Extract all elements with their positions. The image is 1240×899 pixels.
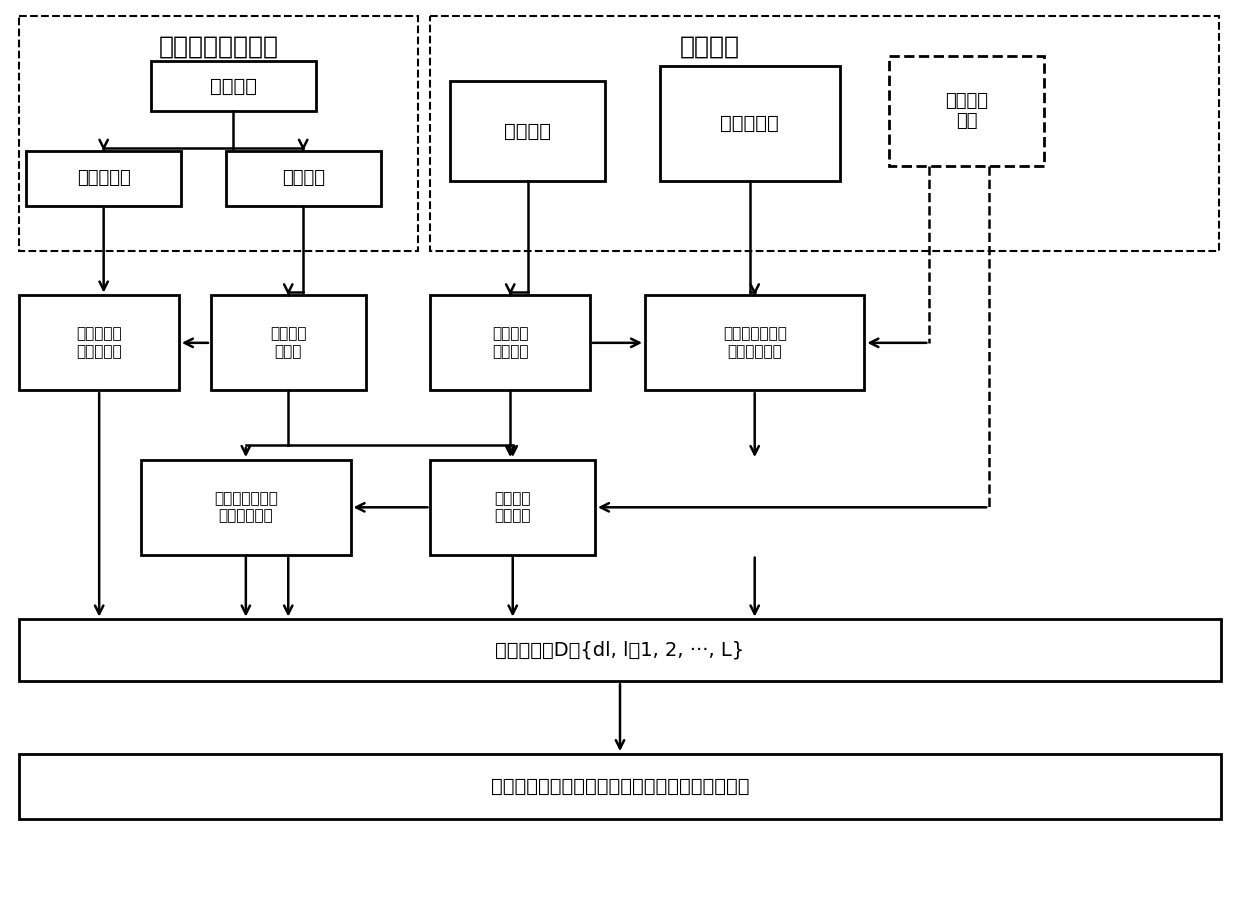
- Text: 极限应力: 极限应力: [505, 121, 552, 140]
- Text: 试验时间: 试验时间: [281, 169, 325, 187]
- Bar: [20, 16, 418, 251]
- Text: 最高试验
应力水平: 最高试验 应力水平: [492, 326, 528, 359]
- Text: 试验费用: 试验费用: [210, 76, 257, 95]
- Bar: [430, 16, 1219, 251]
- Bar: [645, 296, 864, 390]
- Bar: [430, 296, 590, 390]
- Text: 加速变化
模型: 加速变化 模型: [945, 92, 988, 130]
- Text: 先验信息: 先验信息: [680, 34, 740, 58]
- Text: 试样样本量: 试样样本量: [77, 169, 130, 187]
- Text: 试验设计约束条件: 试验设计约束条件: [159, 34, 279, 58]
- Text: 各个应力水平下
最长试验时间: 各个应力水平下 最长试验时间: [723, 326, 786, 359]
- Text: 确定试验
应力水平: 确定试验 应力水平: [495, 491, 531, 523]
- Text: 备选方案集D＝{dl, l＝1, 2, ···, L}: 备选方案集D＝{dl, l＝1, 2, ···, L}: [495, 641, 745, 660]
- Bar: [151, 61, 316, 111]
- Text: 稳定性阈值: 稳定性阈值: [720, 114, 779, 133]
- Bar: [211, 296, 366, 390]
- Bar: [26, 151, 181, 206]
- Bar: [226, 151, 381, 206]
- Bar: [141, 460, 351, 555]
- Bar: [20, 296, 179, 390]
- Text: 各个应力水
平下样本量: 各个应力水 平下样本量: [77, 326, 122, 359]
- Bar: [20, 754, 1220, 819]
- Bar: [20, 619, 1220, 681]
- Text: 各个应力水平下
试验测试次数: 各个应力水平下 试验测试次数: [215, 491, 278, 523]
- Text: 根据工程经验和实施难易，确定加速变化试验方案: 根据工程经验和实施难易，确定加速变化试验方案: [491, 777, 749, 796]
- Bar: [450, 81, 605, 181]
- Bar: [430, 460, 595, 555]
- Bar: [889, 57, 1044, 166]
- Bar: [660, 67, 839, 181]
- Text: 试验应力
水平数: 试验应力 水平数: [270, 326, 306, 359]
